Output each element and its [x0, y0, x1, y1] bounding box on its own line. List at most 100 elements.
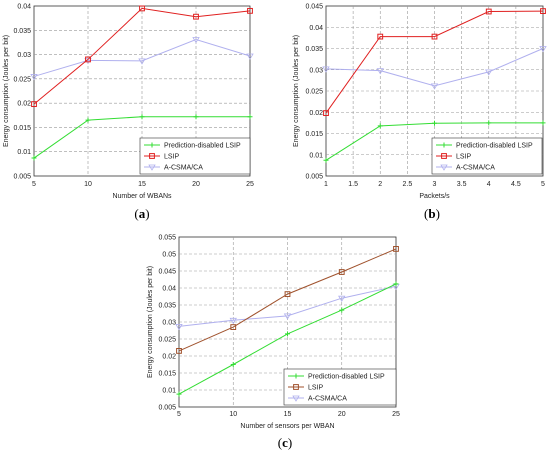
y-tick-label: 0.04 [162, 286, 176, 293]
data-point [176, 348, 182, 354]
data-point [176, 391, 182, 397]
x-tick-label: 20 [338, 411, 346, 418]
y-tick-label: 0.02 [17, 101, 31, 108]
y-tick-label: 0.04 [309, 25, 323, 32]
legend-entry: LSIP [308, 385, 324, 392]
data-point [339, 307, 345, 313]
chart-a: 5 10 15 20 25 0.005 0.01 0.015 0.02 0.025 0.03 0.03… [3, 4, 254, 222]
legend-marker [293, 373, 299, 379]
y-tick-label: 0.025 [158, 337, 176, 344]
data-point [85, 56, 91, 63]
y-tick-label: 0.02 [162, 354, 176, 361]
x-tick-label: 3 [433, 181, 437, 188]
data-point [540, 8, 546, 14]
y-tick-label: 0.01 [309, 152, 323, 159]
y-tick-label: 0.045 [158, 269, 176, 276]
data-point [284, 291, 291, 298]
y-tick-label: 0.015 [158, 371, 176, 378]
data-point [31, 101, 37, 108]
x-tick-label: 2 [378, 181, 382, 188]
y-tick-label: 0.05 [162, 252, 176, 259]
data-point [247, 7, 253, 14]
y-tick-label: 0.025 [305, 89, 323, 96]
data-point [247, 114, 253, 120]
data-point [285, 331, 290, 337]
y-tick-label: 0.035 [158, 303, 176, 310]
data-point [30, 74, 38, 81]
legend: Prediction-disabled LSIP LSIP A-CSMA/CA [283, 368, 397, 406]
legend-marker [293, 384, 299, 390]
y-tick-label: 0.055 [158, 235, 176, 242]
legend-entry: Prediction-disabled LSIP [456, 143, 533, 150]
data-point [430, 83, 439, 90]
y-tick-label: 0.01 [17, 149, 31, 156]
legend: Prediction-disabled LSIP LSIP A-CSMA/CA [139, 137, 251, 175]
x-tick-label: 4 [487, 181, 491, 188]
x-tick-label: 20 [192, 181, 200, 188]
y-tick-label: 0.035 [305, 46, 323, 53]
x-tick-label: 5 [177, 411, 181, 418]
data-point [192, 37, 200, 44]
data-point [323, 110, 329, 116]
data-point [376, 68, 384, 75]
x-tick-label: 25 [392, 411, 400, 418]
x-tick-label: 4.5 [511, 181, 521, 188]
legend-entry: A-CSMA/CA [308, 396, 347, 403]
legend-marker [440, 164, 448, 171]
legend-entry: A-CSMA/CA [456, 165, 495, 172]
x-axis-label: Packets/s [419, 193, 450, 200]
x-axis-label: Number of sensors per WBAN [240, 423, 334, 430]
x-tick-label: 15 [138, 181, 146, 188]
data-point [338, 269, 345, 275]
series-line-lsip [178, 248, 397, 352]
legend-entry: LSIP [164, 154, 180, 161]
y-tick-label: 0.015 [13, 125, 31, 132]
data-point [539, 46, 547, 53]
data-point [323, 157, 329, 163]
x-tick-label: 2.5 [403, 181, 413, 188]
y-tick-label: 0.035 [13, 28, 31, 35]
subfigure-caption: (a) [134, 206, 149, 221]
y-tick-label: 0.025 [13, 76, 31, 83]
legend: Prediction-disabled LSIP LSIP A-CSMA/CA [431, 137, 543, 175]
data-point [338, 295, 346, 302]
y-tick-label: 0.01 [162, 388, 176, 395]
data-point [230, 362, 236, 367]
data-point [377, 123, 383, 129]
data-point [322, 66, 330, 73]
series-line-a-csma-ca [178, 285, 397, 327]
chart-b: 1 1.5 2 2.5 3 3.5 4 4.5 5 0.005 0.01 0.015 0.02 0.025… [293, 4, 547, 221]
chart-c: 5 10 15 20 25 0.005 0.01 0.015 0.02 0.025 0.03 0.03… [147, 235, 400, 451]
data-point [175, 324, 183, 331]
y-tick-label: 0.005 [13, 174, 31, 181]
data-point [540, 120, 546, 126]
legend-entry: Prediction-disabled LSIP [164, 143, 241, 150]
legend-entry: A-CSMA/CA [164, 165, 203, 172]
legend-marker [149, 153, 155, 159]
legend-marker [292, 395, 300, 402]
data-point [139, 5, 145, 12]
subfigure-caption: (b) [424, 206, 440, 221]
data-point [431, 33, 438, 40]
data-point [230, 324, 237, 331]
series-line-lsip [325, 10, 544, 114]
y-axis-label: Energy consumption (Joules per bit) [293, 35, 300, 147]
data-point [283, 313, 292, 320]
legend-marker [149, 142, 155, 148]
legend-marker [441, 153, 447, 159]
x-tick-label: 5 [541, 181, 545, 188]
series-line-a-csma-ca [325, 48, 544, 87]
data-point [393, 281, 399, 287]
y-tick-label: 0.015 [305, 131, 323, 138]
data-point [432, 120, 437, 126]
y-tick-label: 0.005 [305, 174, 323, 181]
x-axis-label: Number of WBANs [112, 193, 172, 200]
x-tick-label: 3.5 [457, 181, 467, 188]
data-point [246, 53, 254, 60]
series-line-lsip [33, 7, 251, 105]
x-tick-label: 10 [84, 181, 92, 188]
x-tick-label: 15 [284, 411, 292, 418]
data-point [393, 246, 399, 252]
y-tick-label: 0.03 [162, 320, 176, 327]
data-point [486, 120, 492, 126]
